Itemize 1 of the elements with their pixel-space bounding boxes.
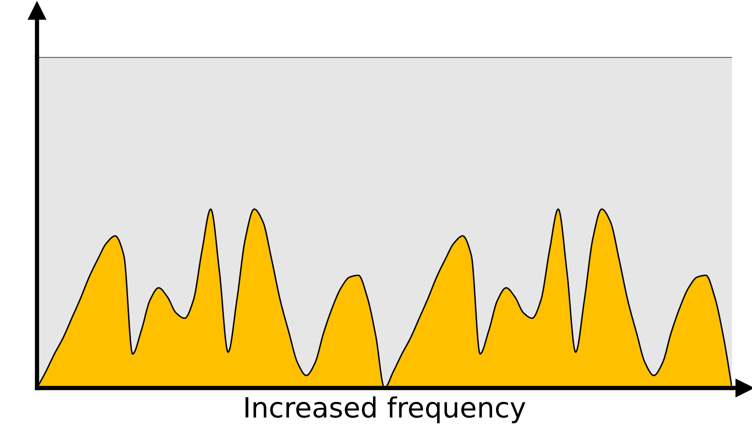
x-axis-title: Increased frequency [246,396,526,424]
